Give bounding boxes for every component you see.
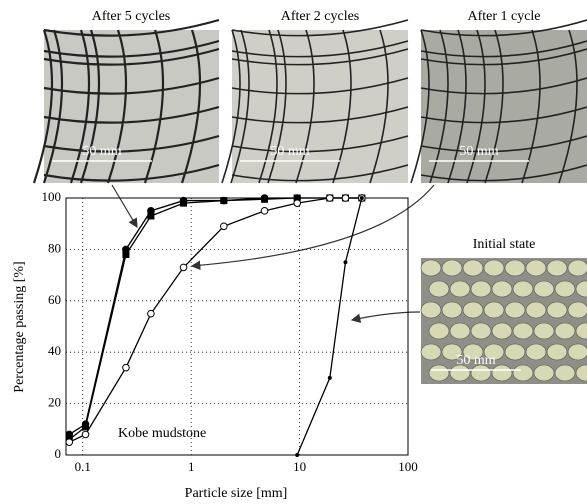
series-line xyxy=(69,198,362,434)
marker xyxy=(148,213,154,219)
grain xyxy=(463,260,483,276)
series-line xyxy=(297,198,362,455)
x-tick-label: 100 xyxy=(398,459,418,474)
grain xyxy=(484,260,504,276)
marker xyxy=(294,200,301,207)
grain xyxy=(555,323,575,339)
marker xyxy=(221,198,227,204)
marker xyxy=(82,431,89,438)
photo-caption: After 1 cycle xyxy=(467,9,540,24)
grain xyxy=(534,365,554,381)
y-tick-label: 100 xyxy=(42,189,62,204)
photo-caption: After 5 cycles xyxy=(92,9,171,24)
x-tick-label: 10 xyxy=(293,459,306,474)
marker xyxy=(83,424,89,430)
marker xyxy=(342,195,349,202)
grain xyxy=(429,323,449,339)
scale-label: 50 mm xyxy=(270,144,309,159)
y-tick-label: 0 xyxy=(55,446,62,461)
grain xyxy=(526,260,546,276)
marker xyxy=(148,310,155,317)
grain xyxy=(534,281,554,297)
photo-caption: Initial state xyxy=(473,237,536,252)
y-axis-label: Percentage passing [%] xyxy=(12,261,27,392)
marker xyxy=(221,223,228,230)
grain xyxy=(429,365,449,381)
marker xyxy=(360,197,363,200)
grain xyxy=(526,344,546,360)
grain xyxy=(471,323,491,339)
y-tick-label: 20 xyxy=(48,395,61,410)
grain xyxy=(547,260,567,276)
marker xyxy=(123,252,129,258)
grain xyxy=(505,302,525,318)
grain xyxy=(513,281,533,297)
grain xyxy=(492,281,512,297)
y-tick-label: 40 xyxy=(48,343,61,358)
marker xyxy=(296,454,299,457)
photo-caption: After 2 cycles xyxy=(281,9,360,24)
arrow xyxy=(192,185,434,266)
photo xyxy=(232,30,408,183)
arrow xyxy=(112,185,137,227)
grain xyxy=(450,323,470,339)
x-axis-label: Particle size [mm] xyxy=(185,486,288,501)
grain xyxy=(471,281,491,297)
grain xyxy=(463,302,483,318)
grain xyxy=(555,365,575,381)
plot-area xyxy=(66,198,408,455)
grain xyxy=(513,323,533,339)
grain xyxy=(505,344,525,360)
grain xyxy=(513,365,533,381)
marker xyxy=(328,376,331,379)
x-tick-label: 1 xyxy=(188,459,195,474)
grain xyxy=(421,260,441,276)
marker xyxy=(261,208,268,215)
marker xyxy=(66,439,73,446)
grain xyxy=(534,323,554,339)
grain xyxy=(547,344,567,360)
grain xyxy=(492,323,512,339)
y-tick-label: 60 xyxy=(48,292,61,307)
marker xyxy=(180,264,187,271)
grain xyxy=(505,260,525,276)
grain xyxy=(429,281,449,297)
grain xyxy=(442,302,462,318)
grain xyxy=(421,344,441,360)
scale-label: 50 mm xyxy=(459,144,498,159)
grain xyxy=(484,302,504,318)
grain xyxy=(568,344,587,360)
y-tick-label: 80 xyxy=(48,240,61,255)
x-tick-label: 0.1 xyxy=(75,459,91,474)
grain xyxy=(568,302,587,318)
scale-label: 50 mm xyxy=(456,353,495,368)
arrow xyxy=(352,312,420,320)
figure: 50 mm After 5 cycles 50 mm After 2 cycles 50… xyxy=(0,0,587,504)
grain xyxy=(450,281,470,297)
annotation: Kobe mudstone xyxy=(118,426,206,441)
photos: 50 mm After 5 cycles 50 mm After 2 cycles 50… xyxy=(34,9,587,384)
grain xyxy=(526,302,546,318)
marker xyxy=(181,200,187,206)
grain xyxy=(568,260,587,276)
marker xyxy=(344,261,347,264)
scale-label: 50 mm xyxy=(82,144,121,159)
photo xyxy=(44,30,219,183)
marker xyxy=(327,195,334,202)
grain xyxy=(547,302,567,318)
grain xyxy=(421,302,441,318)
marker xyxy=(123,364,130,371)
grain xyxy=(555,281,575,297)
marker xyxy=(262,196,268,202)
grain xyxy=(442,260,462,276)
